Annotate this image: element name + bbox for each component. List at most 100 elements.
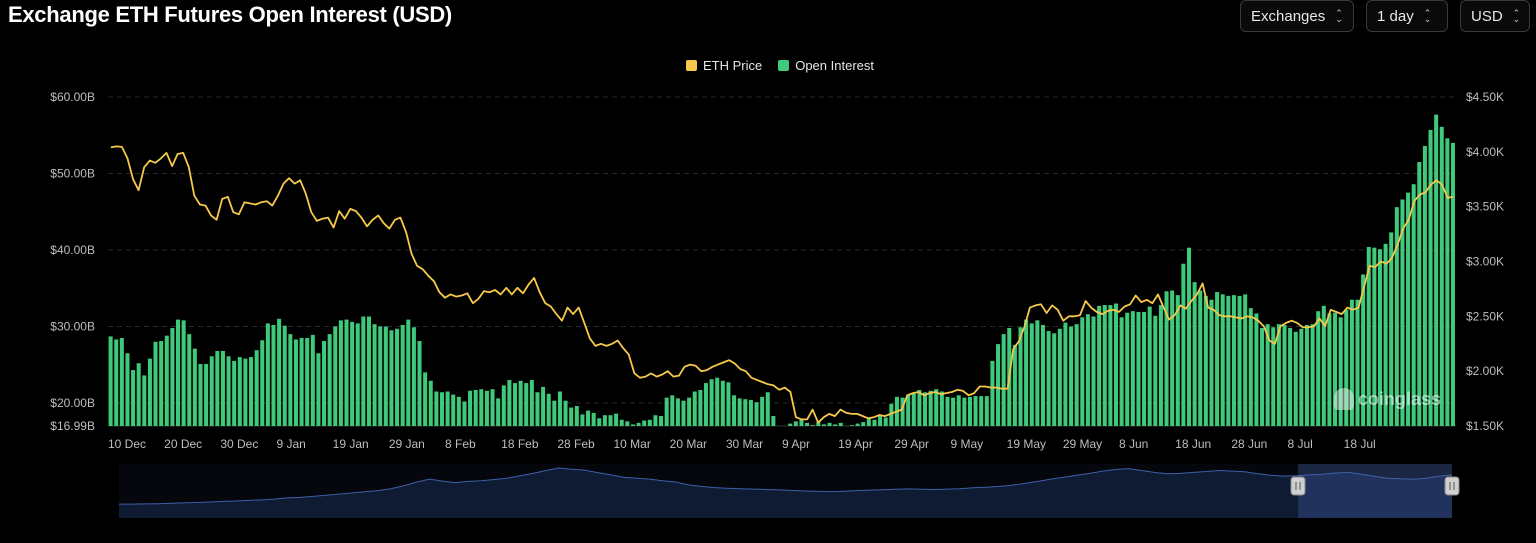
oi-bar[interactable] xyxy=(754,402,759,426)
navigator-handle[interactable] xyxy=(1290,476,1306,496)
oi-bar[interactable] xyxy=(204,363,209,426)
oi-bar[interactable] xyxy=(541,386,546,426)
oi-bar[interactable] xyxy=(670,395,675,426)
oi-bar[interactable] xyxy=(1383,243,1388,426)
oi-bar[interactable] xyxy=(805,422,810,426)
oi-bar[interactable] xyxy=(496,398,501,426)
oi-bar[interactable] xyxy=(799,419,804,426)
oi-bar[interactable] xyxy=(147,358,152,426)
oi-bar[interactable] xyxy=(327,334,332,426)
oi-bar[interactable] xyxy=(1389,232,1394,426)
oi-bar[interactable] xyxy=(108,336,113,426)
oi-bar[interactable] xyxy=(1147,306,1152,426)
oi-bar[interactable] xyxy=(1422,145,1427,426)
oi-bar[interactable] xyxy=(1248,308,1253,426)
oi-bar[interactable] xyxy=(1175,295,1180,426)
oi-bar[interactable] xyxy=(889,403,894,426)
oi-bar[interactable] xyxy=(1057,328,1062,426)
oi-bar[interactable] xyxy=(1113,303,1118,426)
oi-bar[interactable] xyxy=(1102,305,1107,426)
oi-bar[interactable] xyxy=(911,393,916,426)
oi-bar[interactable] xyxy=(771,415,776,426)
oi-bar[interactable] xyxy=(1203,295,1208,426)
oi-bar[interactable] xyxy=(1091,316,1096,426)
oi-bar[interactable] xyxy=(445,391,450,426)
oi-bar[interactable] xyxy=(215,350,220,426)
oi-bar[interactable] xyxy=(372,324,377,426)
oi-bar[interactable] xyxy=(1439,126,1444,427)
oi-bar[interactable] xyxy=(411,327,416,426)
oi-bar[interactable] xyxy=(1192,282,1197,426)
oi-bar[interactable] xyxy=(546,393,551,426)
oi-bar[interactable] xyxy=(1243,294,1248,426)
oi-bar[interactable] xyxy=(518,380,523,426)
oi-bar[interactable] xyxy=(1355,299,1360,426)
oi-bar[interactable] xyxy=(479,389,484,426)
oi-bar[interactable] xyxy=(1344,309,1349,426)
oi-bar[interactable] xyxy=(1142,311,1147,426)
oi-bar[interactable] xyxy=(1215,292,1220,426)
oi-bar[interactable] xyxy=(653,415,658,426)
oi-bar[interactable] xyxy=(996,344,1001,426)
oi-bar[interactable] xyxy=(934,389,939,426)
oi-bar[interactable] xyxy=(361,316,366,426)
oi-bar[interactable] xyxy=(271,324,276,426)
oi-bar[interactable] xyxy=(1119,317,1124,426)
oi-bar[interactable] xyxy=(209,356,214,426)
oi-bar[interactable] xyxy=(1304,324,1309,426)
oi-bar[interactable] xyxy=(1153,315,1158,426)
oi-bar[interactable] xyxy=(1310,324,1315,426)
oi-bar[interactable] xyxy=(192,348,197,426)
oi-bar[interactable] xyxy=(1237,295,1242,426)
oi-bar[interactable] xyxy=(1085,314,1090,426)
oi-bar[interactable] xyxy=(569,407,574,426)
oi-bar[interactable] xyxy=(1361,274,1366,426)
oi-bar[interactable] xyxy=(1400,199,1405,426)
oi-bar[interactable] xyxy=(838,422,843,426)
oi-bar[interactable] xyxy=(406,319,411,426)
oi-bar[interactable] xyxy=(1394,207,1399,426)
oi-bar[interactable] xyxy=(507,380,512,426)
oi-bar[interactable] xyxy=(1450,142,1455,426)
oi-bar[interactable] xyxy=(906,394,911,426)
oi-bar[interactable] xyxy=(726,382,731,426)
oi-bar[interactable] xyxy=(243,358,248,426)
oi-bar[interactable] xyxy=(945,396,950,426)
oi-bar[interactable] xyxy=(378,326,383,426)
oi-bar[interactable] xyxy=(265,323,270,426)
oi-bar[interactable] xyxy=(619,419,624,426)
oi-bar[interactable] xyxy=(1069,326,1074,426)
oi-bar[interactable] xyxy=(293,339,298,426)
oi-bar[interactable] xyxy=(1001,334,1006,426)
oi-bar[interactable] xyxy=(647,419,652,426)
oi-bar[interactable] xyxy=(176,319,181,426)
oi-bar[interactable] xyxy=(580,414,585,426)
oi-bar[interactable] xyxy=(254,350,259,426)
oi-bar[interactable] xyxy=(1366,246,1371,426)
oi-bar[interactable] xyxy=(692,391,697,426)
oi-bar[interactable] xyxy=(1029,323,1034,426)
oi-bar[interactable] xyxy=(350,321,355,426)
oi-bar[interactable] xyxy=(872,419,877,426)
oi-bar[interactable] xyxy=(979,396,984,426)
oi-bar[interactable] xyxy=(400,324,405,426)
oi-bar[interactable] xyxy=(501,385,506,426)
oi-bar[interactable] xyxy=(765,392,770,426)
oi-bar[interactable] xyxy=(793,421,798,426)
oi-bar[interactable] xyxy=(816,422,821,426)
oi-bar[interactable] xyxy=(462,401,467,426)
oi-bar[interactable] xyxy=(1372,247,1377,426)
oi-bar[interactable] xyxy=(305,337,310,426)
oi-bar[interactable] xyxy=(316,353,321,426)
oi-bar[interactable] xyxy=(490,389,495,426)
oi-bar[interactable] xyxy=(164,335,169,426)
oi-bar[interactable] xyxy=(586,410,591,426)
oi-bar[interactable] xyxy=(529,380,534,426)
oi-bar[interactable] xyxy=(664,397,669,426)
oi-bar[interactable] xyxy=(630,424,635,426)
oi-bar[interactable] xyxy=(1198,290,1203,426)
oi-bar[interactable] xyxy=(1445,138,1450,426)
oi-bar[interactable] xyxy=(299,337,304,426)
oi-bar[interactable] xyxy=(1231,295,1236,426)
oi-bar[interactable] xyxy=(366,316,371,426)
